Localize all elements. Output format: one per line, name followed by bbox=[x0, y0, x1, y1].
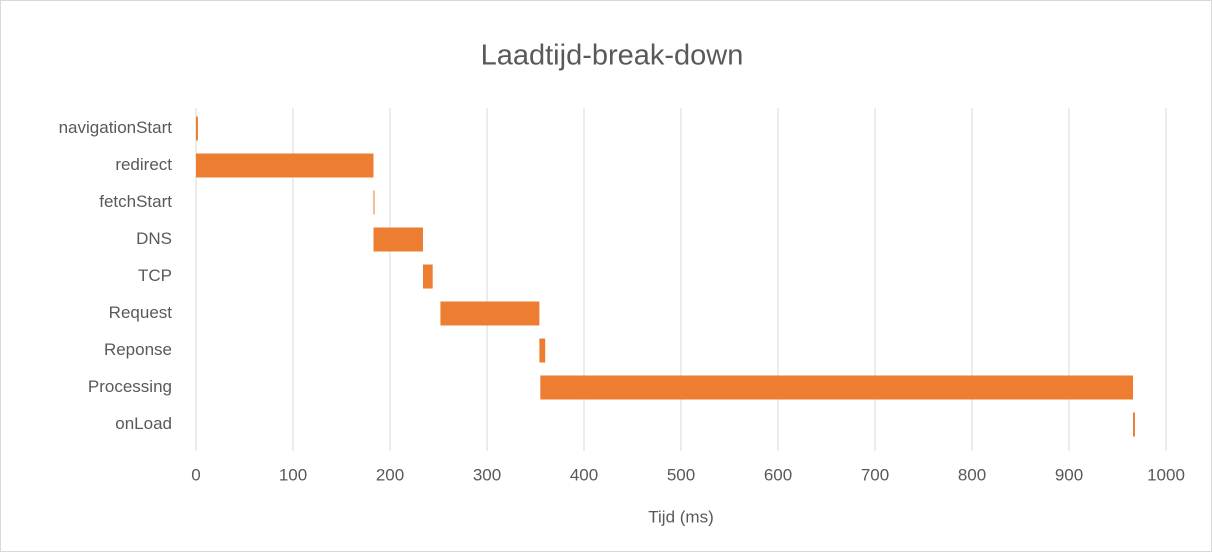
chart-title: Laadtijd-break-down bbox=[481, 40, 744, 72]
x-tick-label: 100 bbox=[279, 465, 307, 484]
bar bbox=[196, 153, 374, 178]
y-tick-label: TCP bbox=[138, 266, 172, 285]
x-tick-label: 1000 bbox=[1147, 465, 1185, 484]
x-tick-label: 700 bbox=[861, 465, 889, 484]
bar bbox=[1133, 412, 1135, 437]
x-tick-label: 0 bbox=[191, 465, 200, 484]
x-tick-label: 600 bbox=[764, 465, 792, 484]
y-tick-label: fetchStart bbox=[99, 192, 172, 211]
y-tick-label: redirect bbox=[115, 155, 172, 174]
y-tick-label: Processing bbox=[88, 377, 172, 396]
x-tick-label: 800 bbox=[958, 465, 986, 484]
x-tick-label: 400 bbox=[570, 465, 598, 484]
y-tick-label: DNS bbox=[136, 229, 172, 248]
y-tick-label: Reponse bbox=[104, 340, 172, 359]
y-tick-label: onLoad bbox=[115, 414, 172, 433]
x-tick-label: 900 bbox=[1055, 465, 1083, 484]
x-axis-title: Tijd (ms) bbox=[648, 507, 713, 526]
x-tick-label: 500 bbox=[667, 465, 695, 484]
y-tick-label: Request bbox=[109, 303, 173, 322]
x-tick-label: 300 bbox=[473, 465, 501, 484]
bar bbox=[196, 116, 198, 141]
bar bbox=[539, 338, 546, 363]
bar bbox=[373, 227, 423, 252]
bar bbox=[540, 375, 1134, 400]
bar bbox=[373, 190, 375, 215]
y-tick-label: navigationStart bbox=[59, 118, 173, 137]
x-tick-label: 200 bbox=[376, 465, 404, 484]
bar bbox=[440, 301, 540, 326]
bar bbox=[422, 264, 433, 289]
